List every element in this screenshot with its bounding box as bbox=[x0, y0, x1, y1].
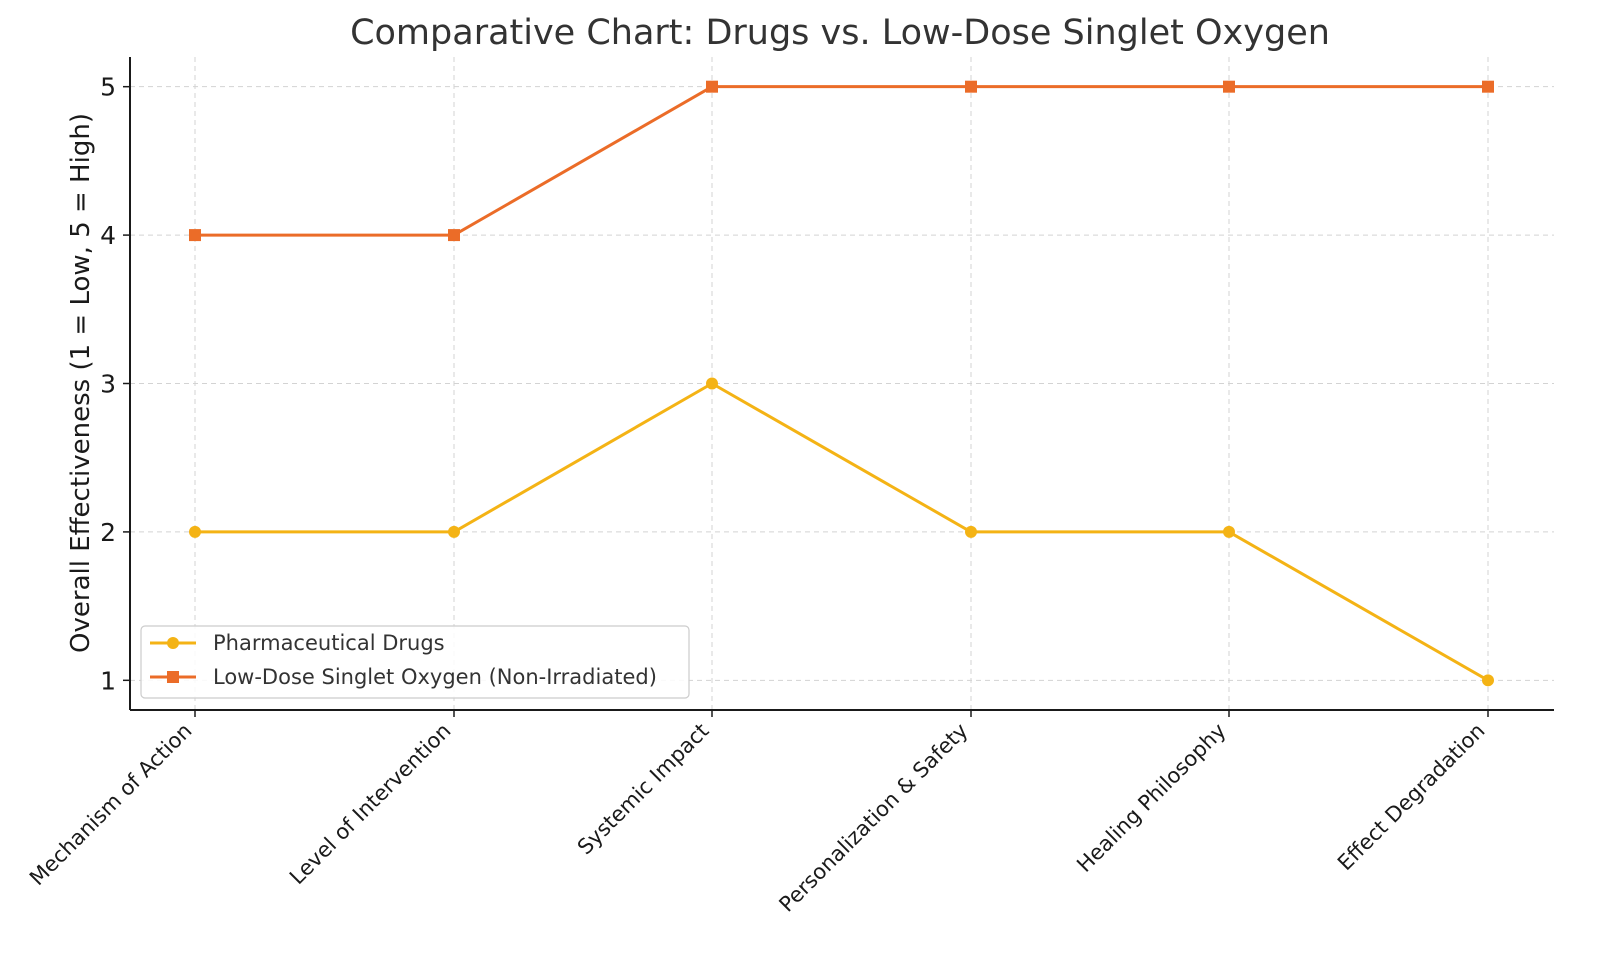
x-tick-label: Personalization & Safety bbox=[774, 719, 972, 917]
data-point-square bbox=[448, 229, 460, 242]
y-tick-label: 5 bbox=[100, 73, 116, 102]
data-point-circle bbox=[706, 377, 718, 390]
data-point-square bbox=[1482, 80, 1494, 93]
data-point-circle bbox=[448, 525, 460, 538]
series-line-0 bbox=[195, 382, 1489, 682]
data-point-square bbox=[706, 80, 718, 93]
series bbox=[189, 80, 1494, 687]
data-point-square bbox=[189, 229, 201, 242]
y-tick-label: 4 bbox=[100, 221, 116, 250]
y-axis-label: Overall Effectiveness (1 = Low, 5 = High… bbox=[66, 113, 96, 653]
legend-marker-1 bbox=[167, 671, 179, 683]
data-point-circle bbox=[1482, 674, 1494, 687]
data-point-square bbox=[1223, 80, 1235, 93]
series-line-1 bbox=[195, 85, 1488, 237]
y-ticks: 1 2 3 4 5 bbox=[100, 73, 130, 695]
chart-title: Comparative Chart: Drugs vs. Low-Dose Si… bbox=[350, 13, 1330, 53]
grid bbox=[130, 57, 1554, 710]
y-tick-label: 2 bbox=[100, 518, 116, 547]
legend-frame bbox=[140, 625, 690, 699]
x-tick-label: Level of Intervention bbox=[285, 719, 456, 890]
y-tick-label: 3 bbox=[100, 370, 116, 399]
legend-label-0: Pharmaceutical Drugs bbox=[213, 631, 445, 655]
legend: Pharmaceutical Drugs Low-Dose Singlet Ox… bbox=[140, 625, 690, 699]
x-tick-label: Mechanism of Action bbox=[25, 719, 197, 891]
x-ticks: Mechanism of Action Level of Intervention… bbox=[25, 710, 1490, 917]
x-tick-label: Systemic Impact bbox=[573, 719, 714, 860]
x-tick-label: Healing Philosophy bbox=[1072, 719, 1230, 877]
legend-marker-0 bbox=[167, 637, 179, 649]
data-point-square bbox=[965, 80, 977, 93]
x-tick-label: Effect Degradation bbox=[1333, 719, 1490, 876]
data-point-circle bbox=[189, 525, 201, 538]
y-tick-label: 1 bbox=[100, 666, 116, 695]
data-point-circle bbox=[965, 525, 977, 538]
data-point-circle bbox=[1223, 525, 1235, 538]
legend-label-1: Low-Dose Singlet Oxygen (Non-Irradiated) bbox=[213, 665, 657, 689]
